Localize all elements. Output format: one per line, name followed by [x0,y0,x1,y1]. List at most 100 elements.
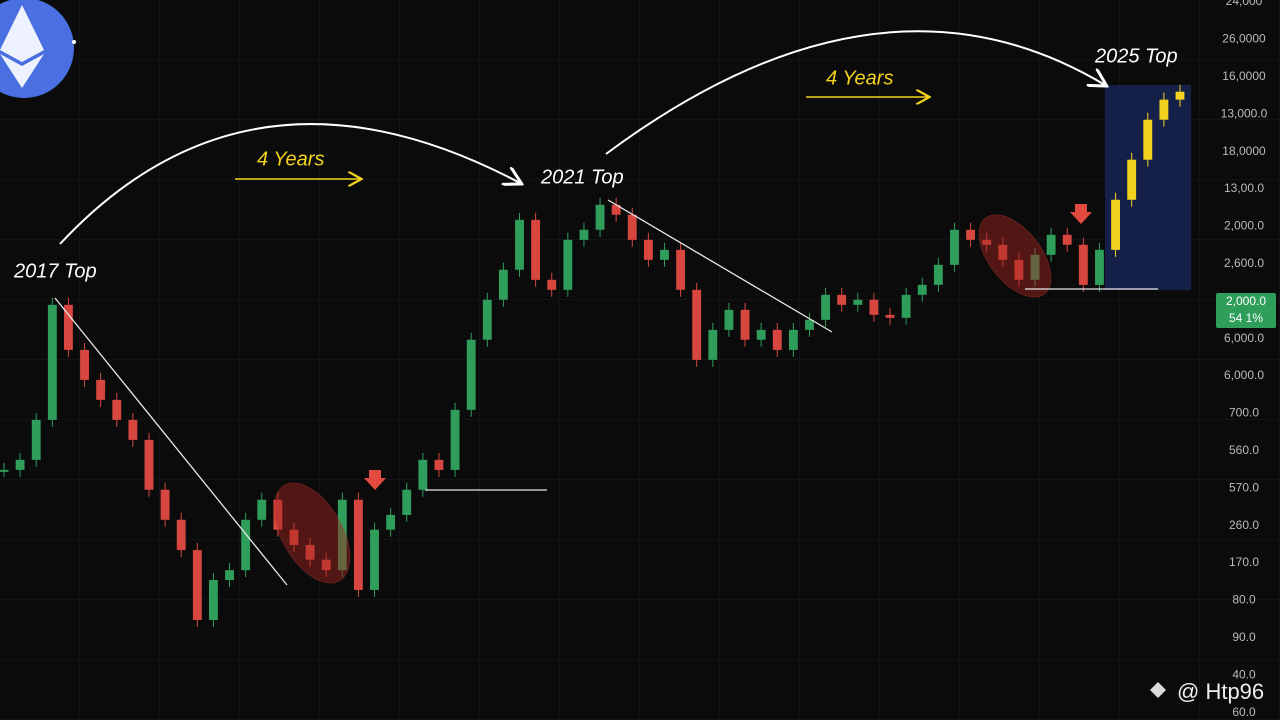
candle-body [257,499,267,520]
candle-body [289,529,299,545]
candle-body [531,219,541,280]
candle-body [756,329,766,340]
cycle-arc [59,123,520,245]
candle-body [305,544,315,560]
y-axis-label: 570.0 [1229,480,1259,494]
candle-body [1175,91,1185,100]
candle-body [837,294,847,305]
ellipse-highlight [978,214,1052,298]
candle-body [982,239,992,245]
annotation: 4 Years [257,148,324,170]
candle-body [885,314,895,318]
cycle-arc [605,30,1105,155]
candle-body [225,570,234,581]
candle-body [611,204,621,215]
candle-body [595,204,605,230]
candle-body [1014,259,1024,280]
candle-body [917,284,927,295]
candle-body [724,309,734,330]
candle-body [740,309,750,340]
y-axis-label: 2,000.0 [1224,219,1264,233]
y-axis-label: 2,600.0 [1224,256,1264,270]
y-axis-label: 80.0 [1232,593,1256,607]
y-axis-label: 13,000.0 [1221,106,1268,120]
candle-body [708,329,718,360]
y-axis-label: 170.0 [1229,555,1259,569]
candle-body [579,229,589,240]
candle-body [515,219,524,270]
candle-body [643,239,653,260]
candle-body [418,459,428,490]
y-axis-label: 26,0000 [1222,32,1266,46]
candles [0,84,1185,627]
y-axis-label: 260.0 [1229,518,1259,532]
candle-body [80,349,89,380]
candle-body [950,229,959,265]
candle-body [1030,254,1040,280]
candle-body [660,249,669,260]
candle-body [321,559,331,571]
candle-body [466,339,476,410]
y-axis-label: 560.0 [1229,443,1259,457]
candle-body [563,239,573,290]
candle-body [1127,159,1137,200]
price-tag-change: 54 1% [1229,311,1263,325]
annotation: 2025 Top [1094,45,1178,67]
price-tag [1216,293,1276,328]
candle-body [402,489,412,515]
candle-body [901,294,911,318]
candle-body [47,304,57,420]
y-axis-label: 6,000.0 [1224,331,1264,345]
candle-body [208,580,218,620]
candle-body [805,319,814,330]
candle-body [192,550,202,620]
price-tag-price: 2,000.0 [1226,294,1266,308]
candle-body [627,214,637,240]
candle-body [273,499,283,530]
trend-line [607,199,833,333]
y-axis-label: 13,00.0 [1224,181,1264,195]
watermark: @ Htp96 [1177,679,1264,704]
candle-body [176,519,186,551]
y-axis-label: 700.0 [1229,406,1259,420]
candle-body [128,419,138,440]
candle-body [450,409,460,470]
candle-body [15,459,25,470]
candle-body [1095,249,1104,285]
candle-body [353,499,363,590]
logo-dot [72,40,76,44]
candle-body [1159,99,1169,120]
y-axis-label: 90.0 [1232,630,1256,644]
watermark-icon [1150,682,1166,698]
candle-body [692,289,702,360]
candle-body [869,299,879,315]
y-axis-label: 16,0000 [1222,69,1266,83]
candle-body [772,329,782,350]
candle-body [160,489,170,520]
candle-body [1046,234,1056,255]
y-axis-label: 24,000 [1226,0,1263,8]
y-axis-label: 40.0 [1232,667,1256,681]
candle-body [498,269,508,300]
candle-body [370,529,379,590]
candle-body [31,419,41,460]
candle-body [337,499,347,571]
ellipse-highlight [273,482,351,584]
down-arrow [364,470,386,490]
candle-body [788,329,798,350]
y-axis-label: 60.0 [1232,705,1256,719]
candle-body [386,514,396,530]
annotation: 2021 Top [540,166,624,188]
candle-body [547,279,557,290]
candle-body [241,519,251,571]
eth-logo-mark [0,5,44,88]
candle-body [676,249,686,290]
candle-body [144,439,154,490]
candle-body [1062,234,1072,245]
candle-body [821,294,831,320]
down-arrow [1070,204,1092,224]
candle-body [434,459,444,470]
